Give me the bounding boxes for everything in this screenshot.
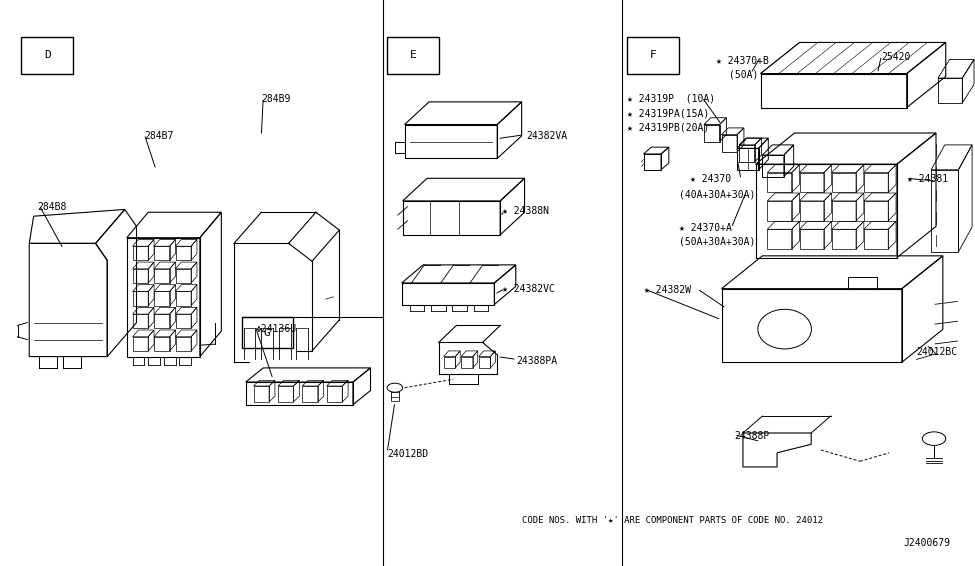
Text: E: E [410, 50, 416, 60]
Bar [21, 37, 73, 74]
Text: ★ 24370+A: ★ 24370+A [679, 223, 731, 233]
Text: ★ 24319P  (10A): ★ 24319P (10A) [627, 93, 715, 104]
Text: (50A): (50A) [729, 70, 759, 80]
Text: 24388P: 24388P [734, 431, 769, 441]
Text: 284B9: 284B9 [261, 94, 291, 104]
Text: ★ 24381: ★ 24381 [907, 174, 948, 185]
Text: ★ 24382VC: ★ 24382VC [502, 284, 555, 294]
Text: ★ 24388N: ★ 24388N [502, 206, 549, 216]
Text: ★ 24382W: ★ 24382W [644, 285, 690, 295]
Text: 25420: 25420 [881, 52, 911, 62]
Text: ★ 24319PB(20A): ★ 24319PB(20A) [627, 123, 709, 133]
Bar [627, 37, 679, 74]
Bar [242, 317, 292, 348]
Text: (50A+30A+30A): (50A+30A+30A) [679, 237, 755, 247]
Text: ✤24136U: ✤24136U [255, 324, 296, 335]
Text: J2400679: J2400679 [904, 538, 951, 548]
Text: (40A+30A+30A): (40A+30A+30A) [679, 189, 755, 199]
Text: 24012BD: 24012BD [387, 449, 428, 459]
Text: 24388PA: 24388PA [517, 355, 558, 366]
Text: 24012BC: 24012BC [916, 347, 957, 357]
Text: ★ 24370+B: ★ 24370+B [716, 55, 768, 66]
Text: CODE NOS. WITH '★' ARE COMPONENT PARTS OF CODE NO. 24012: CODE NOS. WITH '★' ARE COMPONENT PARTS O… [522, 516, 823, 525]
Text: D: D [44, 50, 51, 60]
Bar [387, 37, 439, 74]
Text: ★ 24370: ★ 24370 [690, 174, 731, 185]
Text: F: F [649, 50, 656, 60]
Text: G: G [264, 328, 270, 337]
Text: ★ 24319PA(15A): ★ 24319PA(15A) [627, 108, 709, 118]
Text: 24382VA: 24382VA [526, 131, 567, 141]
Text: 284B8: 284B8 [37, 201, 66, 212]
Text: 284B7: 284B7 [144, 131, 174, 141]
